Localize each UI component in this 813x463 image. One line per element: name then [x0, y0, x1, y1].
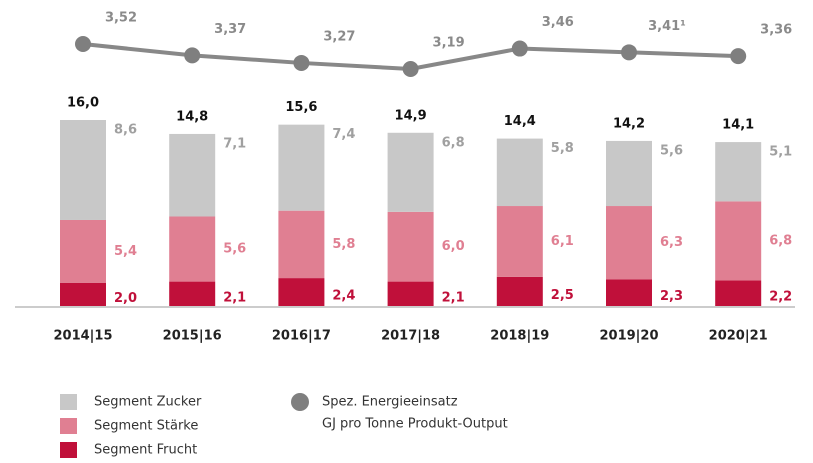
bar-segment [715, 201, 762, 281]
line-marker [402, 61, 419, 77]
bar-segment [169, 216, 216, 282]
value-label: 5,4 [114, 244, 137, 259]
bar-segment [278, 278, 325, 306]
x-tick-label: 2015|16 [163, 329, 222, 344]
legend-swatch [60, 418, 77, 434]
line-value-label: 3,37 [214, 22, 246, 37]
total-label: 16,0 [67, 96, 99, 111]
line-value-label: 3,41¹ [648, 19, 686, 34]
value-label: 2,4 [332, 289, 355, 304]
bar-segment [606, 140, 652, 207]
line-value-label: 3,36 [760, 23, 792, 38]
value-label: 5,8 [332, 237, 355, 252]
bar-segment [387, 211, 434, 282]
value-label: 6,8 [769, 233, 792, 248]
bar-segment [169, 281, 216, 306]
line-marker [75, 36, 91, 52]
x-tick-label: 2016|17 [272, 329, 331, 344]
legend-unit: GJ pro Tonne Produkt-Output [322, 417, 508, 432]
bar-segment [496, 276, 543, 306]
line-marker [511, 40, 528, 57]
line-marker [293, 54, 310, 71]
line-marker [184, 47, 201, 64]
line-marker [621, 44, 637, 61]
x-tick-label: 2019|20 [599, 329, 658, 344]
bar-segment [496, 138, 543, 207]
x-tick-label: 2017|18 [381, 329, 440, 344]
bar-segment [278, 210, 325, 279]
legend-label: Segment Stärke [94, 419, 198, 434]
value-label: 2,0 [114, 291, 137, 306]
bar-segment [496, 206, 543, 277]
bar-segment [169, 133, 216, 217]
bar-segment [278, 124, 325, 211]
line-value-label: 3,46 [542, 15, 574, 30]
value-label: 8,6 [114, 123, 137, 138]
value-label: 2,5 [551, 288, 574, 303]
value-label: 6,8 [442, 135, 465, 150]
total-label: 14,4 [504, 114, 536, 129]
bar-segment [60, 219, 106, 283]
line-value-label: 3,27 [323, 29, 355, 44]
bar-segment [715, 142, 762, 202]
legend-marker [291, 393, 309, 411]
x-tick-label: 2014|15 [53, 329, 112, 344]
bar-segment [606, 206, 652, 280]
x-tick-label: 2020|21 [709, 329, 768, 344]
total-label: 14,9 [395, 108, 427, 123]
bar-segment [606, 279, 652, 306]
total-label: 14,1 [722, 118, 754, 133]
legend-label: Spez. Energieeinsatz [322, 395, 458, 410]
value-label: 6,3 [660, 235, 683, 250]
value-label: 2,3 [660, 289, 683, 304]
legend-swatch [60, 394, 77, 410]
value-label: 6,0 [442, 239, 465, 254]
bar-segment [60, 120, 106, 220]
legend-label: Segment Zucker [94, 395, 202, 410]
total-label: 14,8 [176, 109, 208, 124]
value-label: 2,1 [223, 290, 246, 305]
value-label: 5,6 [660, 143, 683, 158]
value-label: 2,2 [769, 290, 792, 305]
legend-swatch [60, 442, 77, 458]
value-label: 7,1 [223, 136, 246, 151]
legend-label: Segment Frucht [94, 443, 197, 458]
value-label: 2,1 [442, 290, 465, 305]
bar-segment [387, 132, 434, 212]
bar-segment [715, 280, 762, 306]
value-label: 5,6 [223, 242, 246, 257]
value-label: 5,8 [551, 141, 574, 156]
bar-segment [387, 281, 434, 306]
bar-segment [60, 282, 106, 306]
line-marker [730, 48, 747, 65]
value-label: 7,4 [332, 127, 355, 142]
total-label: 15,6 [285, 100, 317, 115]
line-value-label: 3,52 [105, 11, 137, 26]
value-label: 5,1 [769, 145, 792, 160]
line-value-label: 3,19 [433, 36, 465, 51]
value-label: 6,1 [551, 234, 574, 249]
total-label: 14,2 [613, 116, 645, 131]
x-tick-label: 2018|19 [490, 329, 549, 344]
